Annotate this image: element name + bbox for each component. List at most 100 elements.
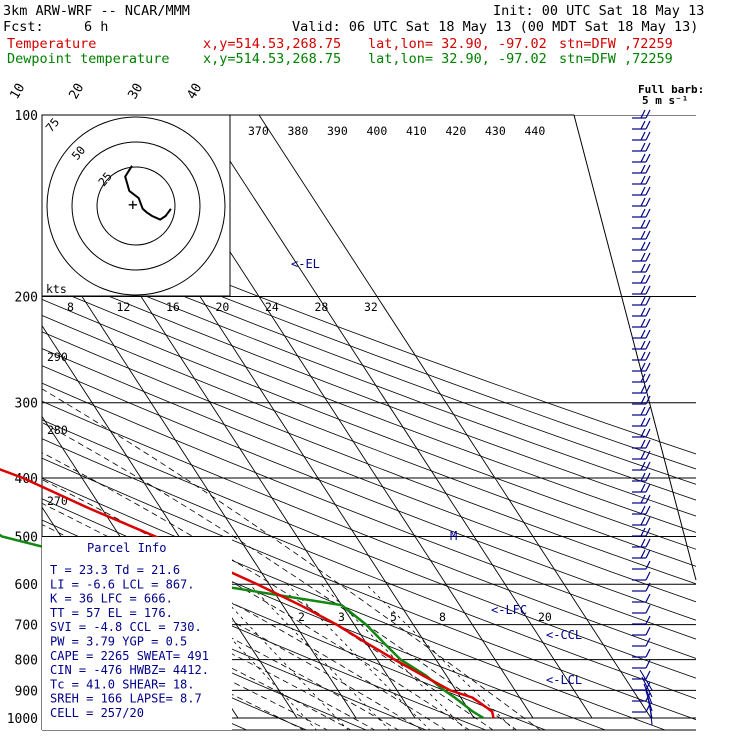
wind-barb [632,120,651,130]
moist-adiabat [42,479,471,730]
theta-e-label-430: 430 [485,124,506,138]
wind-barb [632,351,651,361]
theta-e-label-370: 370 [248,124,269,138]
theta-e-label-440: 440 [525,124,546,138]
parcel-info-row: LI = -6.6 LCL = 867. [50,577,195,591]
wind-barb [632,593,651,603]
wind-barb [632,626,651,636]
wind-barb [632,197,651,207]
parcel-info-title: Parcel Info [87,541,166,555]
lfc-marker: <-LFC [491,603,527,617]
dry-adiabat [42,348,696,603]
parcel-info-row: TT = 57 EL = 176. [50,606,173,620]
wind-legend-value: 5 m s⁻¹ [642,94,688,107]
wind-barb [632,142,651,152]
parcel-info-row: SVI = -4.8 CCL = 730. [50,620,202,634]
pressure-label-700: 700 [15,619,38,634]
dry-adiabat [42,477,667,730]
wind-barbs [632,109,653,726]
dry-adiabat [42,314,696,567]
wind-barb [632,538,651,548]
hodograph-units: kts [46,282,67,296]
dry-adiabat [42,209,696,455]
parcel-info-box: Parcel Info T = 23.3 Td = 21.6LI = -6.6 … [42,537,232,730]
wind-barb [632,604,651,614]
dry-adiabat [42,331,696,585]
wind-barb [632,384,651,394]
wind-barb [632,208,651,218]
ccl-marker: <-CCL [546,628,582,642]
theta-e-label-420: 420 [446,124,467,138]
wind-barb [632,230,651,240]
wind-barb [632,406,651,416]
theta-left-labels: 290 280 270 [47,350,68,508]
hodograph-frame [41,114,231,297]
frame-right-skew [573,114,697,581]
wind-barb [632,318,651,328]
wind-barb [632,450,651,460]
wind-barb [632,285,651,295]
wind-barb [632,472,651,482]
valid-time: Valid: 06 UTC Sat 18 May 13 (00 MDT Sat … [292,19,698,35]
wind-barb [632,164,651,174]
level-annotations: <-EL <-LFC <-CCL <-LCL M [291,257,582,687]
wind-barb [632,483,651,493]
parcel-info-row: Tc = 41.0 SHEAR= 18. [50,677,195,691]
dry-adiabat [42,268,696,517]
wind-barb [632,329,651,339]
moist-adiabat [42,502,447,730]
dry-adiabat [42,283,696,533]
wind-barb [632,428,651,438]
dry-adiabat [42,457,696,721]
mixing-ratio-label-5: 5 [390,610,397,624]
theta-e-label-390: 390 [327,124,348,138]
parcel-info-row: PW = 3.79 YGP = 0.5 [50,635,187,649]
mixing-ratio-line [180,583,318,730]
wind-barb [632,461,651,471]
hodo-speed-label-24: 24 [265,300,279,314]
moist-adiabat [42,421,518,730]
theta-e-label-400: 400 [367,124,388,138]
mixing-ratio-label-20: 20 [538,610,552,624]
mixing-ratio-labels: 2 3 5 8 20 [298,610,552,624]
parcel-info-row: K = 36 LFC = 666. [50,592,173,606]
parcel-info-row: SREH = 166 LAPSE= 8.7 [50,692,202,706]
wind-barb [632,648,651,658]
mixing-ratio-label-8: 8 [439,610,446,624]
parcel-info-row: CIN = -476 HWBZ= 4412. [50,663,209,677]
pressure-label-200: 200 [15,291,38,306]
pressure-label-600: 600 [15,578,38,593]
dry-adiabat [42,587,368,730]
wind-barb [632,703,651,713]
model-title: 3km ARW-WRF -- NCAR/MMM [3,3,190,19]
moist-adiabat [42,388,541,730]
hodograph-center-mark: + [128,195,138,214]
temp-label-30: 30 [126,81,147,102]
wind-barb [632,373,651,383]
temp-label-20: 20 [67,81,88,102]
hodograph-ring-50 [71,141,201,271]
wind-barb [632,241,651,251]
wind-barb [632,494,651,504]
wind-barb [632,516,651,526]
wind-barb [632,307,651,317]
wind-barb [632,395,651,405]
theta-e-label-380: 380 [288,124,309,138]
mixing-ratio-label-3: 3 [338,610,345,624]
wind-barb [632,296,651,306]
dry-adiabat [42,298,696,550]
hodograph: + 75 50 25 kts [41,114,231,297]
hodo-speed-label-8: 8 [67,300,74,314]
dry-adiabat [42,223,696,470]
pressure-label-800: 800 [15,654,38,669]
m-marker: M [450,529,457,543]
hodograph-ring-label-75: 75 [43,115,63,135]
wind-barb [632,659,651,669]
wind-barb [632,109,651,119]
parcel-info-row: T = 23.3 Td = 21.6 [50,563,180,577]
temperature-legend: Temperature [7,36,96,52]
temperature-labels: -80-70-60-50-40-30-20-10010203040 [8,81,206,102]
dry-adiabat [42,253,696,501]
wind-barb [632,681,651,691]
